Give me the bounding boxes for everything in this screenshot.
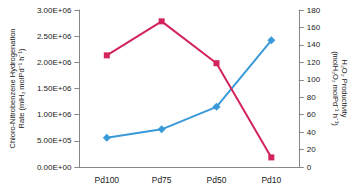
- svg-text:Chloro-Nitrobenzene Hydrogenat: Chloro-Nitrobenzene Hydrogenation: [8, 28, 17, 148]
- svg-text:160: 160: [307, 23, 321, 32]
- svg-text:5.00E+05: 5.00E+05: [37, 136, 72, 145]
- svg-text:Pd75: Pd75: [152, 175, 172, 185]
- svg-text:Pd50: Pd50: [207, 175, 227, 185]
- svg-text:140: 140: [307, 40, 321, 49]
- svg-text:80: 80: [307, 93, 316, 102]
- svg-text:120: 120: [307, 58, 321, 67]
- svg-text:Pd10: Pd10: [261, 175, 281, 185]
- svg-text:3.00E+06: 3.00E+06: [37, 6, 72, 15]
- svg-text:2.50E+06: 2.50E+06: [37, 32, 72, 41]
- svg-text:Rate (mlH₂ molPd⁻¹ h⁻¹): Rate (mlH₂ molPd⁻¹ h⁻¹): [17, 48, 26, 128]
- svg-text:(molH₂O₂ molPd⁻¹ h⁻¹): (molH₂O₂ molPd⁻¹ h⁻¹): [331, 51, 340, 126]
- svg-text:180: 180: [307, 6, 321, 15]
- svg-text:Pd100: Pd100: [95, 175, 120, 185]
- svg-text:20: 20: [307, 145, 316, 154]
- svg-text:0: 0: [307, 163, 312, 172]
- svg-text:0.00E+00: 0.00E+00: [37, 163, 72, 172]
- svg-text:1.00E+06: 1.00E+06: [37, 110, 72, 119]
- svg-text:1.50E+06: 1.50E+06: [37, 84, 72, 93]
- svg-text:40: 40: [307, 128, 316, 137]
- svg-text:100: 100: [307, 75, 321, 84]
- svg-text:H₂O₂ Productivity: H₂O₂ Productivity: [340, 60, 349, 118]
- svg-text:60: 60: [307, 110, 316, 119]
- svg-text:2.00E+06: 2.00E+06: [37, 58, 72, 67]
